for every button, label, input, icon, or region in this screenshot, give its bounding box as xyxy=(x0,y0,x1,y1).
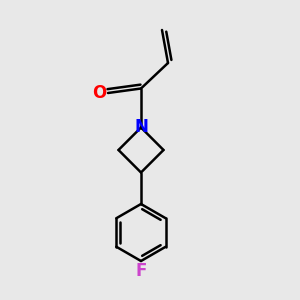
Text: N: N xyxy=(134,118,148,136)
Text: O: O xyxy=(92,84,107,102)
Text: F: F xyxy=(135,262,147,280)
